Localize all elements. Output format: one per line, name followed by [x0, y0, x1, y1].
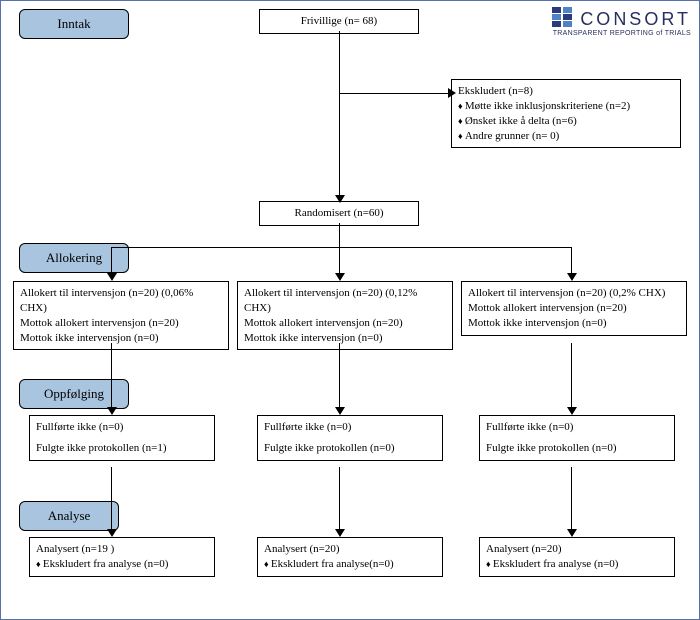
alloc-c-l1: Allokert til intervensjon (n=20) (0,2% C… [468, 286, 680, 301]
arrow-icon [335, 407, 345, 415]
arrow-icon [335, 195, 345, 203]
analyse-c-l2: Ekskludert fra analyse (n=0) [486, 557, 668, 572]
follow-b-l1: Fullførte ikke (n=0) [264, 420, 436, 435]
consort-logo-icon [552, 7, 572, 32]
ekskludert-title: Ekskludert (n=8) [458, 84, 674, 99]
box-follow-c: Fullførte ikke (n=0) Fulgte ikke protoko… [479, 415, 675, 461]
analyse-a-l1: Analysert (n=19 ) [36, 542, 208, 557]
consort-wordmark: CONSORT [580, 9, 691, 30]
phase-inntak: Inntak [19, 9, 129, 39]
consort-logo-block: CONSORT TRANSPARENT REPORTING of TRIALS [552, 7, 691, 37]
box-alloc-c: Allokert til intervensjon (n=20) (0,2% C… [461, 281, 687, 336]
edge [339, 343, 340, 409]
ekskludert-l2: Ønsket ikke å delta (n=6) [458, 114, 674, 129]
edge [339, 467, 340, 531]
alloc-a-l3: Mottok ikke intervensjon (n=0) [20, 331, 222, 346]
edge [339, 31, 340, 201]
follow-c-l1: Fullførte ikke (n=0) [486, 420, 668, 435]
arrow-icon [335, 529, 345, 537]
arrow-icon [567, 273, 577, 281]
edge [339, 93, 451, 94]
follow-a-l2: Fulgte ikke protokollen (n=1) [36, 441, 208, 456]
analyse-a-l2: Ekskludert fra analyse (n=0) [36, 557, 208, 572]
consort-flowchart: CONSORT TRANSPARENT REPORTING of TRIALS … [0, 0, 700, 620]
edge [571, 247, 572, 275]
edge [339, 247, 340, 275]
alloc-a-l2: Mottok allokert intervensjon (n=20) [20, 316, 222, 331]
alloc-b-l1: Allokert til intervensjon (n=20) (0,12% … [244, 286, 446, 316]
box-follow-b: Fullførte ikke (n=0) Fulgte ikke protoko… [257, 415, 443, 461]
box-ekskludert: Ekskludert (n=8) Møtte ikke inklusjonskr… [451, 79, 681, 148]
follow-c-l2: Fulgte ikke protokollen (n=0) [486, 441, 668, 456]
analyse-b-l1: Analysert (n=20) [264, 542, 436, 557]
edge [111, 247, 571, 248]
arrow-icon [335, 273, 345, 281]
alloc-c-l3: Mottok ikke intervensjon (n=0) [468, 316, 680, 331]
box-follow-a: Fullførte ikke (n=0) Fulgte ikke protoko… [29, 415, 215, 461]
box-alloc-a: Allokert til intervensjon (n=20) (0,06% … [13, 281, 229, 350]
edge [111, 343, 112, 409]
alloc-b-l2: Mottok allokert intervensjon (n=20) [244, 316, 446, 331]
edge [111, 247, 112, 275]
arrow-icon [448, 88, 456, 98]
ekskludert-l1: Møtte ikke inklusjonskriteriene (n=2) [458, 99, 674, 114]
arrow-icon [567, 529, 577, 537]
arrow-icon [107, 407, 117, 415]
text-frivillige: Frivillige (n= 68) [301, 15, 377, 27]
alloc-c-l2: Mottok allokert intervensjon (n=20) [468, 301, 680, 316]
edge [571, 467, 572, 531]
arrow-icon [567, 407, 577, 415]
ekskludert-l3: Andre grunner (n= 0) [458, 129, 674, 144]
follow-b-l2: Fulgte ikke protokollen (n=0) [264, 441, 436, 456]
analyse-b-l2: Ekskludert fra analyse(n=0) [264, 557, 436, 572]
box-analyse-b: Analysert (n=20) Ekskludert fra analyse(… [257, 537, 443, 577]
box-alloc-b: Allokert til intervensjon (n=20) (0,12% … [237, 281, 453, 350]
consort-subtitle: TRANSPARENT REPORTING of TRIALS [552, 30, 691, 37]
analyse-c-l1: Analysert (n=20) [486, 542, 668, 557]
arrow-icon [107, 273, 117, 281]
phase-analyse: Analyse [19, 501, 119, 531]
box-analyse-a: Analysert (n=19 ) Ekskludert fra analyse… [29, 537, 215, 577]
box-analyse-c: Analysert (n=20) Ekskludert fra analyse … [479, 537, 675, 577]
edge [339, 223, 340, 247]
alloc-a-l1: Allokert til intervensjon (n=20) (0,06% … [20, 286, 222, 316]
follow-a-l1: Fullførte ikke (n=0) [36, 420, 208, 435]
alloc-b-l3: Mottok ikke intervensjon (n=0) [244, 331, 446, 346]
phase-oppfolging: Oppfølging [19, 379, 129, 409]
arrow-icon [107, 529, 117, 537]
text-randomisert: Randomisert (n=60) [295, 207, 384, 219]
edge [571, 343, 572, 409]
edge [111, 467, 112, 531]
